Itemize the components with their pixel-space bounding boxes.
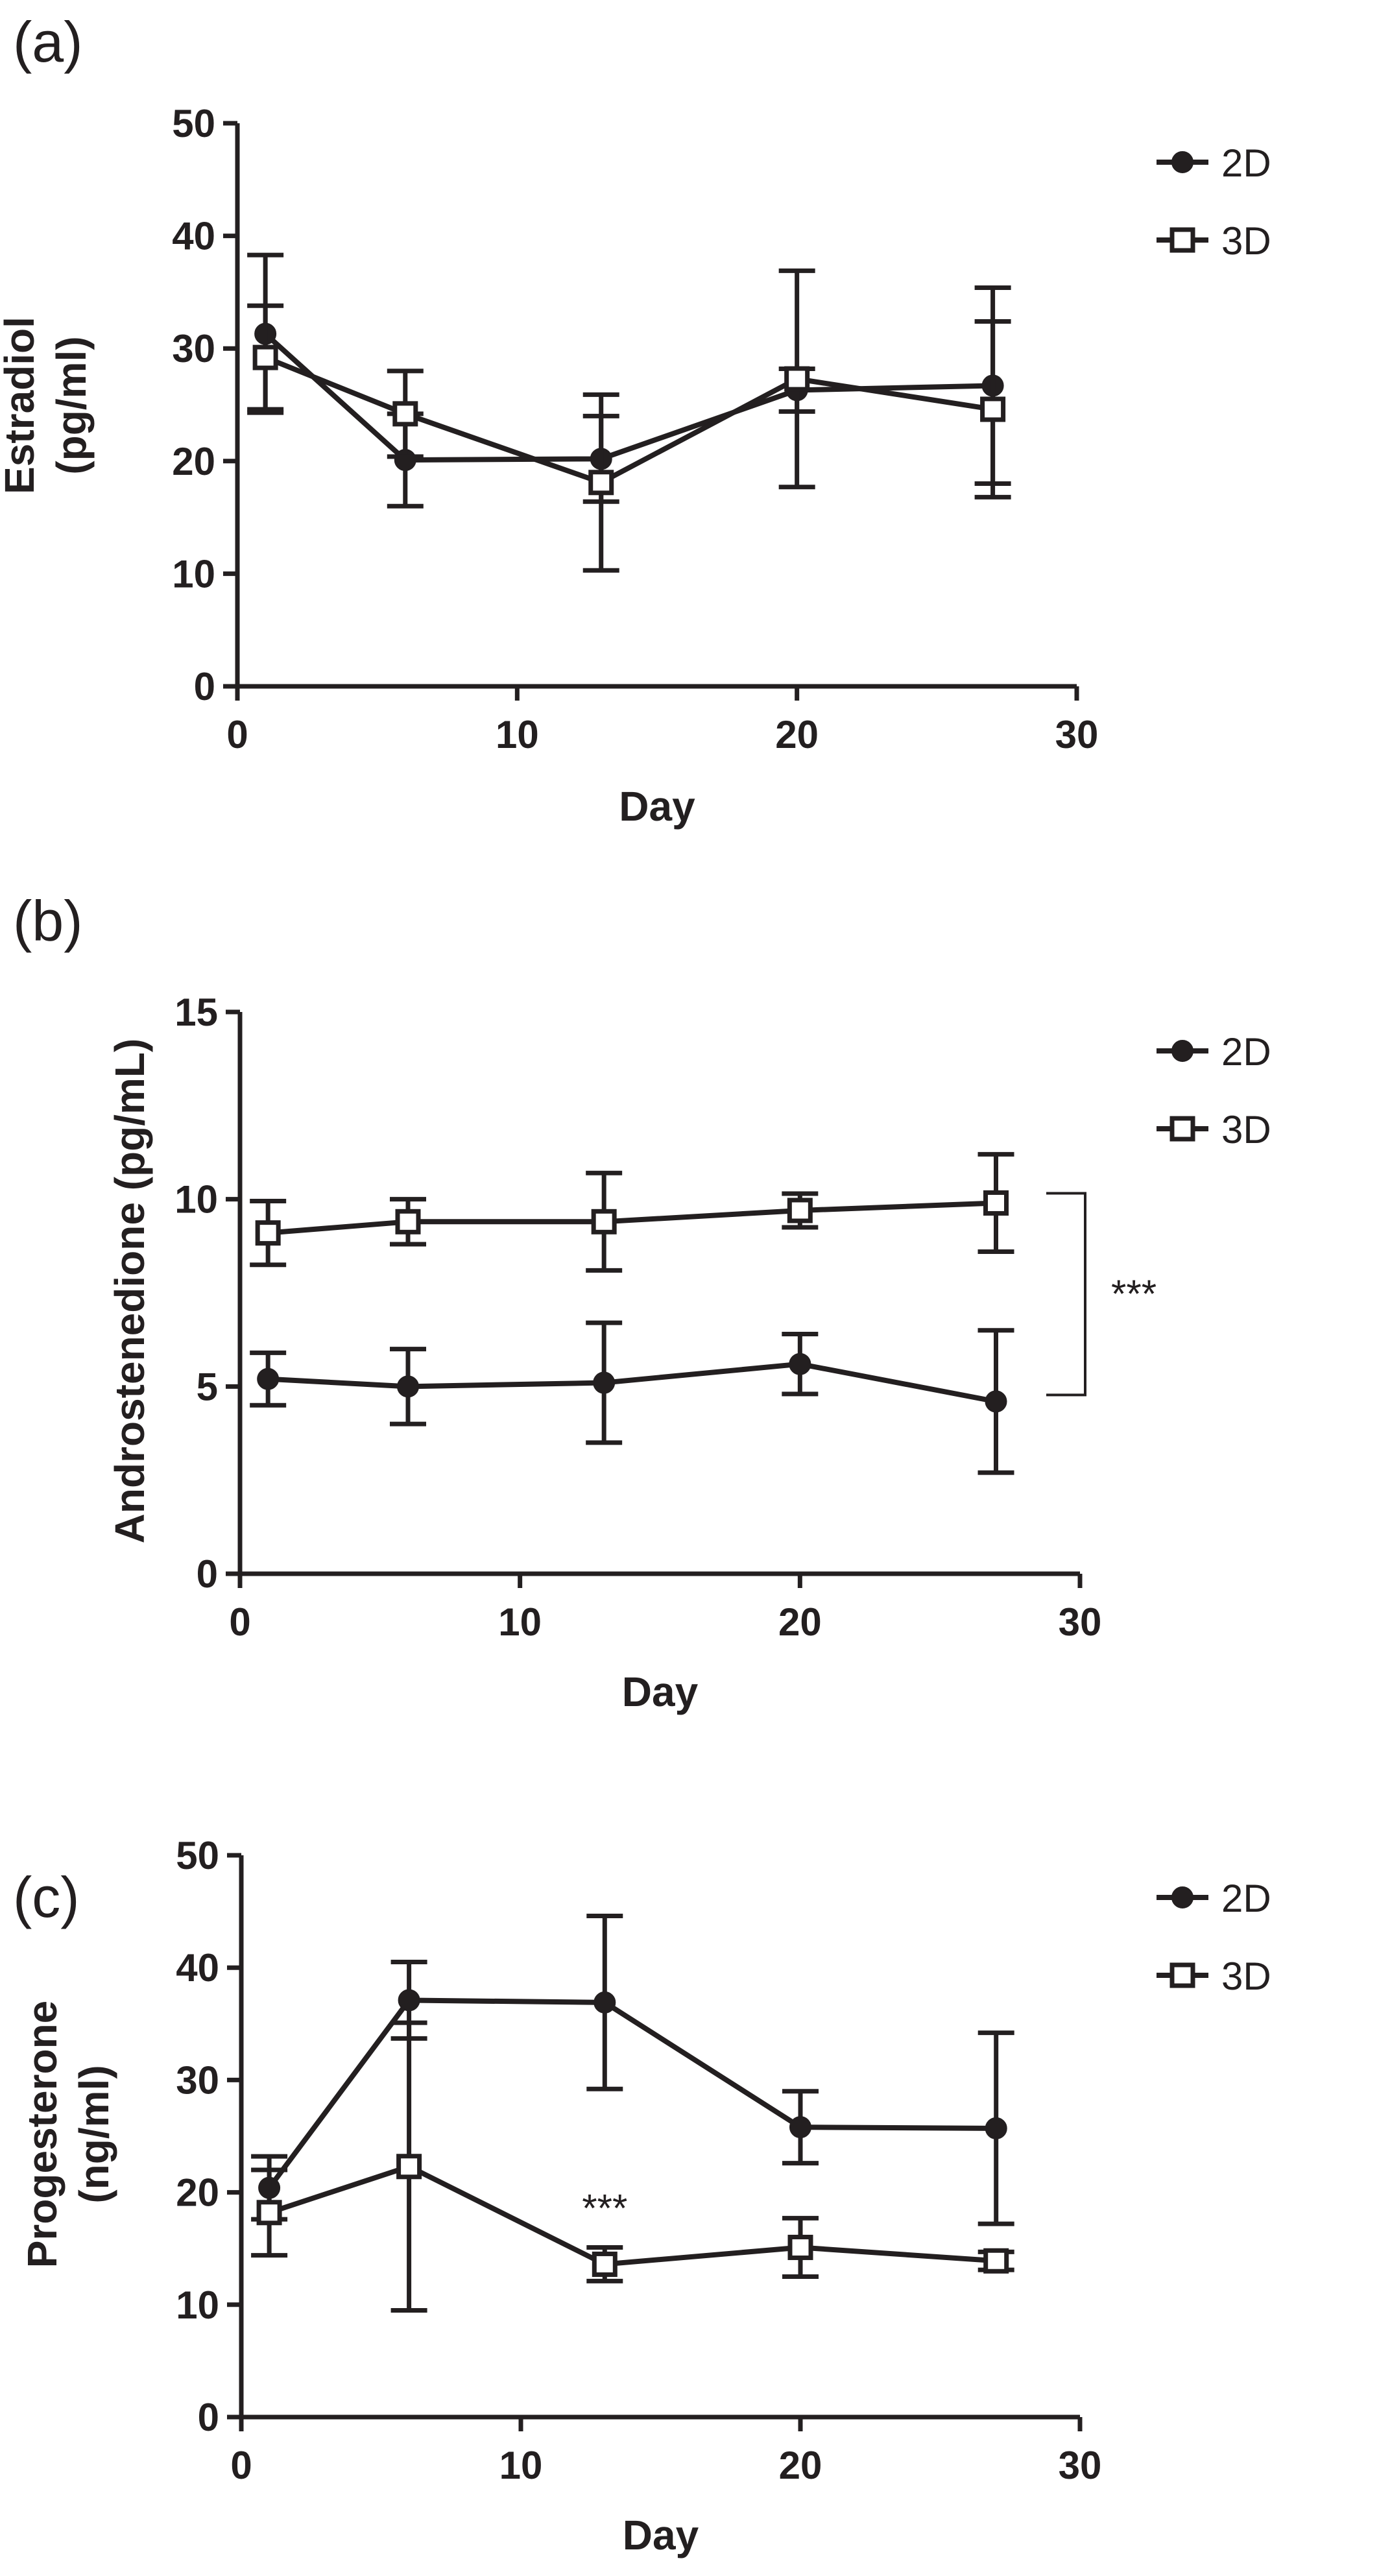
data-point	[787, 1198, 813, 1223]
y-axis-title: Progesterone (ng/ml)	[19, 2001, 117, 2269]
y-tick-label: 0	[194, 665, 215, 708]
legend-marker	[1169, 1116, 1195, 1142]
y-axis-title: Estradiol (pg/ml)	[0, 317, 95, 494]
x-tick-label: 30	[1055, 713, 1099, 756]
y-tick-label: 30	[172, 327, 215, 370]
legend-label: 2D	[1221, 1877, 1271, 1920]
y-axis-title-line: (pg/ml)	[48, 336, 95, 474]
panel-label: (c)	[13, 1865, 80, 1929]
data-point	[396, 2154, 422, 2180]
y-tick-label: 50	[172, 102, 215, 145]
legend: 2D 3D	[1157, 1877, 1271, 1998]
data-point	[397, 1375, 419, 1398]
x-tick-label: 30	[1059, 1600, 1102, 1644]
series-line	[263, 331, 993, 463]
series-3D	[251, 2020, 1014, 2313]
y-tick-label: 50	[176, 1834, 219, 1877]
data-point	[985, 2117, 1007, 2139]
y-tick-label: 10	[174, 1178, 218, 1222]
legend-marker	[1171, 1886, 1193, 1908]
legend: 2D 3D	[1157, 1030, 1271, 1151]
y-tick-label: 40	[172, 215, 215, 258]
y-tick-label: 5	[197, 1365, 218, 1408]
x-tick-label: 20	[779, 2444, 822, 2487]
series-line	[264, 355, 994, 485]
data-point	[255, 1220, 281, 1246]
data-point	[392, 401, 418, 427]
data-point	[588, 470, 614, 496]
x-tick-label: 10	[498, 1600, 542, 1644]
y-axis-title-line: (ng/ml)	[71, 2065, 117, 2203]
x-tick-label: 20	[775, 713, 819, 756]
data-point	[252, 344, 278, 370]
x-tick-label: 30	[1059, 2444, 1102, 2487]
panel-label: (b)	[13, 889, 83, 953]
data-point	[593, 1371, 616, 1394]
chart-panel-1: (a) 0 10 20 30 40 50 0 10 20 30 Day Estradiol (pg/ml)…	[0, 10, 1271, 830]
series-line	[268, 2163, 996, 2267]
significance-bracket	[1046, 1192, 1086, 1397]
series-3D	[250, 1151, 1014, 1273]
y-tick-label: 10	[172, 552, 215, 596]
legend-marker	[1171, 151, 1193, 173]
y-tick-label: 20	[172, 440, 215, 483]
data-point	[395, 1209, 421, 1234]
panel-label: (a)	[13, 10, 83, 74]
x-axis-title: Day	[623, 2512, 699, 2558]
data-point	[784, 366, 810, 392]
y-axis-title: Androstenedione (pg/mL)	[106, 1039, 153, 1544]
data-point	[787, 2234, 813, 2260]
y-axis-title-line: Estradiol	[0, 317, 43, 494]
x-axis-title: Day	[619, 783, 695, 830]
series-line	[267, 1361, 997, 1404]
legend-label: 3D	[1221, 219, 1271, 263]
significance-label: ***	[1111, 1272, 1157, 1316]
data-point	[789, 2116, 811, 2139]
data-point	[789, 1353, 811, 1375]
legend-marker	[1169, 227, 1195, 253]
y-tick-label: 15	[174, 991, 218, 1034]
x-tick-label: 0	[226, 713, 248, 756]
legend-label: 2D	[1221, 141, 1271, 185]
data-point	[983, 2248, 1009, 2274]
series-line	[267, 1997, 996, 2190]
legend-marker	[1169, 1962, 1195, 1988]
legend-label: 3D	[1221, 1108, 1271, 1151]
legend-label: 2D	[1221, 1030, 1271, 1074]
x-tick-label: 20	[778, 1600, 822, 1644]
y-axis-title-line: Androstenedione (pg/mL)	[106, 1039, 153, 1544]
x-axis-title: Day	[622, 1668, 699, 1715]
y-tick-label: 40	[176, 1946, 219, 1990]
y-tick-label: 20	[176, 2171, 219, 2215]
y-axis-title-line: Progesterone	[19, 2001, 66, 2269]
data-point	[985, 1390, 1007, 1413]
legend-label: 3D	[1221, 1955, 1271, 1998]
data-point	[983, 1190, 1009, 1216]
data-point	[592, 2251, 618, 2277]
data-point	[256, 2200, 282, 2226]
chart-panel-2: (b) 0 5 10 15 0 10 20 30 Day Androstenedione (pg/m…	[13, 889, 1271, 1715]
y-tick-label: 10	[176, 2283, 219, 2327]
series-2D	[250, 1320, 1014, 1475]
data-point	[591, 1209, 617, 1234]
series-3D	[247, 268, 1011, 573]
data-point	[980, 396, 1006, 422]
x-tick-label: 0	[230, 2444, 252, 2487]
significance-label: ***	[582, 2186, 627, 2230]
legend: 2D 3D	[1157, 141, 1271, 263]
series-line	[267, 1200, 996, 1236]
data-point	[594, 1991, 616, 2014]
data-point	[398, 1989, 420, 2012]
series-2D	[251, 1914, 1014, 2226]
data-point	[257, 1367, 280, 1390]
x-tick-label: 10	[496, 713, 539, 756]
y-tick-label: 0	[197, 1552, 218, 1596]
y-tick-label: 30	[176, 2058, 219, 2102]
chart-panel-3: (c) 0 10 20 30 40 50 0 10 20 30 Day Progesterone (ng/…	[13, 1834, 1271, 2558]
legend-marker	[1171, 1040, 1193, 1062]
x-tick-label: 10	[499, 2444, 543, 2487]
y-tick-label: 0	[198, 2396, 219, 2439]
x-tick-label: 0	[229, 1600, 250, 1644]
